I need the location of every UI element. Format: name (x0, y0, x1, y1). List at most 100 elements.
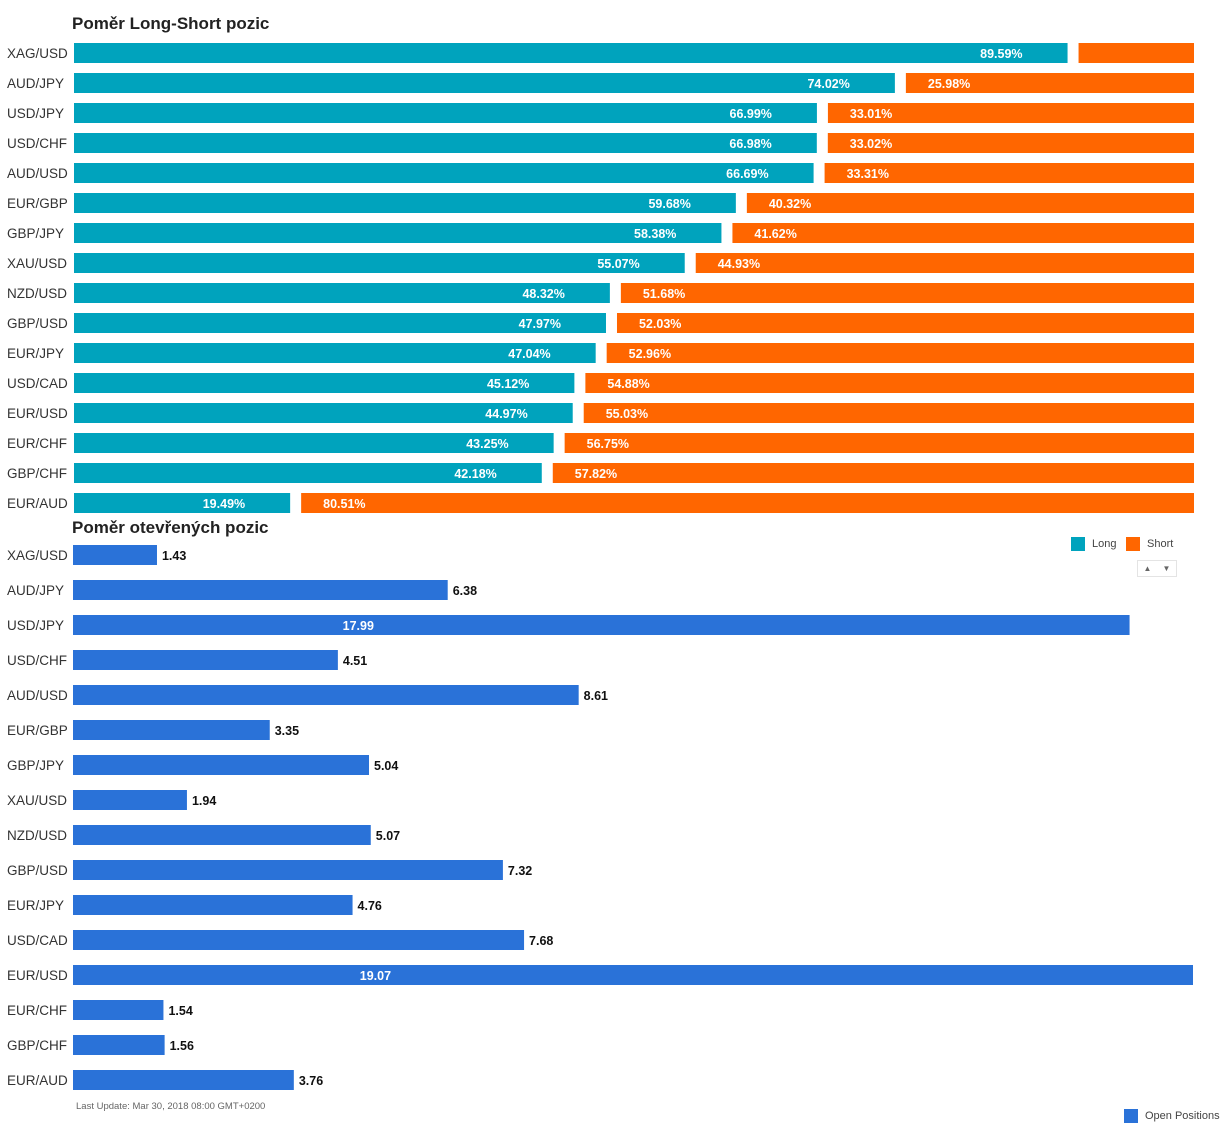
bar-long-nzd-usd (74, 283, 610, 303)
data-label-long-usd-jpy: 66.99% (730, 107, 772, 121)
category-label-open-usd-cad: USD/CAD (7, 933, 68, 948)
legend-short[interactable]: Short (1126, 537, 1173, 551)
data-label-open-gbp-usd: 7.32 (508, 864, 532, 878)
category-label-usd-jpy: USD/JPY (7, 106, 64, 121)
bar-long-gbp-usd (74, 313, 606, 333)
bar-open-xau-usd (73, 790, 187, 810)
category-label-xau-usd: XAU/USD (7, 256, 67, 271)
data-label-short-nzd-usd: 51.68% (643, 287, 685, 301)
data-label-long-eur-gbp: 59.68% (648, 197, 690, 211)
bar-long-gbp-chf (74, 463, 542, 483)
bar-short-gbp-jpy (732, 223, 1194, 243)
data-label-long-eur-aud: 19.49% (203, 497, 245, 511)
data-label-long-usd-cad: 45.12% (487, 377, 529, 391)
bar-short-aud-usd (824, 163, 1194, 183)
bar-open-usd-chf (73, 650, 338, 670)
data-label-long-aud-jpy: 74.02% (807, 77, 849, 91)
category-label-usd-cad: USD/CAD (7, 376, 68, 391)
bar-long-eur-gbp (74, 193, 736, 213)
bar-open-nzd-usd (73, 825, 371, 845)
data-label-open-gbp-jpy: 5.04 (374, 759, 398, 773)
bar-short-usd-chf (827, 133, 1194, 153)
data-label-open-eur-jpy: 4.76 (358, 899, 382, 913)
category-label-open-eur-usd: EUR/USD (7, 968, 68, 983)
legend-swatch-short (1126, 537, 1140, 551)
category-label-open-aud-jpy: AUD/JPY (7, 583, 64, 598)
bar-long-gbp-jpy (74, 223, 722, 243)
category-label-gbp-usd: GBP/USD (7, 316, 68, 331)
bar-long-eur-usd (74, 403, 573, 423)
long-short-chart-title: Poměr Long-Short pozic (72, 14, 270, 33)
bar-open-usd-cad (73, 930, 525, 950)
category-label-eur-usd: EUR/USD (7, 406, 68, 421)
data-label-open-eur-aud: 3.76 (299, 1074, 323, 1088)
data-label-short-usd-cad: 54.88% (607, 377, 649, 391)
data-label-long-gbp-jpy: 58.38% (634, 227, 676, 241)
data-label-long-eur-chf: 43.25% (466, 437, 508, 451)
last-update-text: Last Update: Mar 30, 2018 08:00 GMT+0200 (76, 1101, 266, 1112)
category-label-open-gbp-jpy: GBP/JPY (7, 758, 64, 773)
bar-open-eur-chf (73, 1000, 164, 1020)
bar-short-xau-usd (695, 253, 1194, 273)
data-label-open-eur-chf: 1.54 (168, 1004, 192, 1018)
bar-short-usd-jpy (827, 103, 1194, 123)
category-label-open-eur-aud: EUR/AUD (7, 1073, 68, 1088)
category-label-eur-aud: EUR/AUD (7, 496, 68, 511)
data-label-long-gbp-chf: 42.18% (454, 467, 496, 481)
legend-pager: ▲ ▼ (1137, 560, 1177, 577)
category-label-aud-usd: AUD/USD (7, 166, 68, 181)
bar-long-aud-usd (74, 163, 814, 183)
bar-short-nzd-usd (620, 283, 1194, 303)
data-label-long-eur-usd: 44.97% (485, 407, 527, 421)
data-label-short-usd-chf: 33.02% (850, 137, 892, 151)
legend-long[interactable]: Long (1071, 537, 1116, 551)
bar-open-gbp-usd (73, 860, 503, 880)
data-label-open-gbp-chf: 1.56 (170, 1039, 194, 1053)
bar-long-usd-jpy (74, 103, 817, 123)
data-label-short-usd-jpy: 33.01% (850, 107, 892, 121)
data-label-short-gbp-usd: 52.03% (639, 317, 681, 331)
data-label-short-gbp-jpy: 41.62% (754, 227, 796, 241)
arrow-down-icon[interactable]: ▼ (1162, 564, 1171, 573)
category-label-open-usd-chf: USD/CHF (7, 653, 67, 668)
data-label-long-xag-usd: 89.59% (980, 47, 1022, 61)
bar-open-xag-usd (73, 545, 157, 565)
data-label-long-aud-usd: 66.69% (726, 167, 768, 181)
bar-short-gbp-usd (616, 313, 1194, 333)
data-label-open-eur-gbp: 3.35 (275, 724, 299, 738)
legend-swatch-long (1071, 537, 1085, 551)
category-label-open-eur-chf: EUR/CHF (7, 1003, 67, 1018)
bar-open-eur-aud (73, 1070, 294, 1090)
category-label-eur-jpy: EUR/JPY (7, 346, 64, 361)
data-label-short-aud-usd: 33.31% (847, 167, 889, 181)
data-label-short-xau-usd: 44.93% (718, 257, 760, 271)
arrow-up-icon[interactable]: ▲ (1143, 564, 1152, 573)
category-label-open-xag-usd: XAG/USD (7, 548, 68, 563)
category-label-open-aud-usd: AUD/USD (7, 688, 68, 703)
bar-short-aud-jpy (905, 73, 1194, 93)
bar-open-usd-jpy (73, 615, 1130, 635)
bar-long-eur-aud (74, 493, 291, 513)
bar-open-eur-jpy (73, 895, 353, 915)
data-label-long-nzd-usd: 48.32% (522, 287, 564, 301)
category-label-open-gbp-usd: GBP/USD (7, 863, 68, 878)
category-label-open-usd-jpy: USD/JPY (7, 618, 64, 633)
data-label-open-usd-chf: 4.51 (343, 654, 367, 668)
data-label-short-eur-usd: 55.03% (606, 407, 648, 421)
data-label-open-eur-usd: 19.07 (360, 969, 391, 983)
data-label-long-gbp-usd: 47.97% (519, 317, 561, 331)
category-label-gbp-jpy: GBP/JPY (7, 226, 64, 241)
category-label-open-eur-jpy: EUR/JPY (7, 898, 64, 913)
open-positions-chart-title: Poměr otevřených pozic (72, 518, 269, 537)
bar-short-eur-gbp (746, 193, 1194, 213)
legend-open-positions[interactable]: Open Positions (1124, 1109, 1220, 1123)
data-label-long-usd-chf: 66.98% (729, 137, 771, 151)
bar-long-eur-chf (74, 433, 554, 453)
legend-label-long: Long (1092, 538, 1117, 550)
data-label-short-gbp-chf: 57.82% (575, 467, 617, 481)
bar-open-gbp-chf (73, 1035, 165, 1055)
category-label-usd-chf: USD/CHF (7, 136, 67, 151)
data-label-open-aud-jpy: 6.38 (453, 584, 477, 598)
data-label-open-xau-usd: 1.94 (192, 794, 216, 808)
